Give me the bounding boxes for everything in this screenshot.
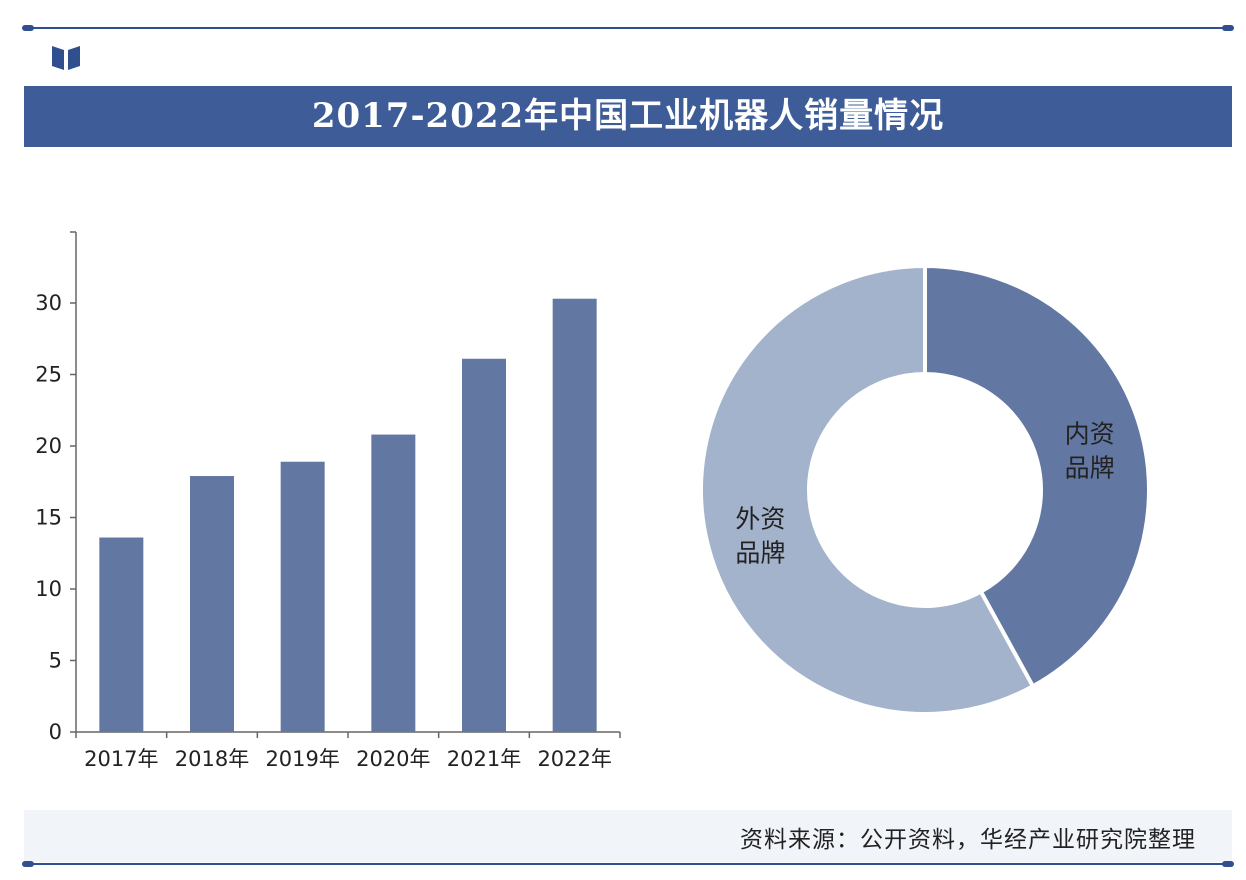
bar-5	[552, 298, 597, 732]
y-tick-label: 5	[49, 649, 62, 673]
bar-chart: 0 5 10 15 20 25 30 2017年 2018年 2019年 2020年 2021年 202…	[35, 231, 621, 771]
x-tick-label: 2020年	[356, 747, 430, 771]
frame-dot-top-left	[22, 25, 34, 31]
donut-slice-1	[699, 263, 1036, 716]
bar-4	[462, 358, 506, 732]
y-tick-label: 30	[35, 291, 62, 315]
x-tick-label: 2017年	[84, 747, 158, 771]
bar-1	[190, 476, 234, 732]
x-tick-label: 2018年	[175, 747, 249, 771]
source-box: 资料来源：公开资料，华经产业研究院整理	[24, 810, 1232, 862]
bar-2	[280, 461, 325, 732]
frame-dot-top-right	[1222, 25, 1234, 31]
logo-icon	[52, 46, 80, 70]
donut-slice-0	[923, 263, 1151, 690]
x-tick-label: 2021年	[447, 747, 521, 771]
donut-label-1: 外资品牌	[735, 504, 785, 567]
page-title: 2017-2022年中国工业机器人销量情况	[24, 86, 1232, 147]
y-tick-label: 20	[35, 434, 62, 458]
y-tick-label: 15	[35, 506, 62, 530]
source-note: 资料来源：公开资料，华经产业研究院整理	[740, 827, 1196, 853]
donut-label-0: 内资品牌	[1065, 420, 1115, 483]
bar-3	[371, 434, 416, 732]
frame-bottom-line	[26, 863, 1230, 865]
y-tick-label: 10	[35, 577, 62, 601]
x-tick-label: 2019年	[265, 747, 339, 771]
x-tick-label: 2022年	[537, 747, 611, 771]
frame-dot-bottom-right	[1222, 861, 1234, 867]
y-tick-label: 0	[49, 720, 62, 744]
bar-0	[99, 537, 144, 732]
frame-top-line	[26, 27, 1230, 29]
frame-dot-bottom-left	[22, 861, 34, 867]
y-tick-label: 25	[35, 363, 62, 387]
